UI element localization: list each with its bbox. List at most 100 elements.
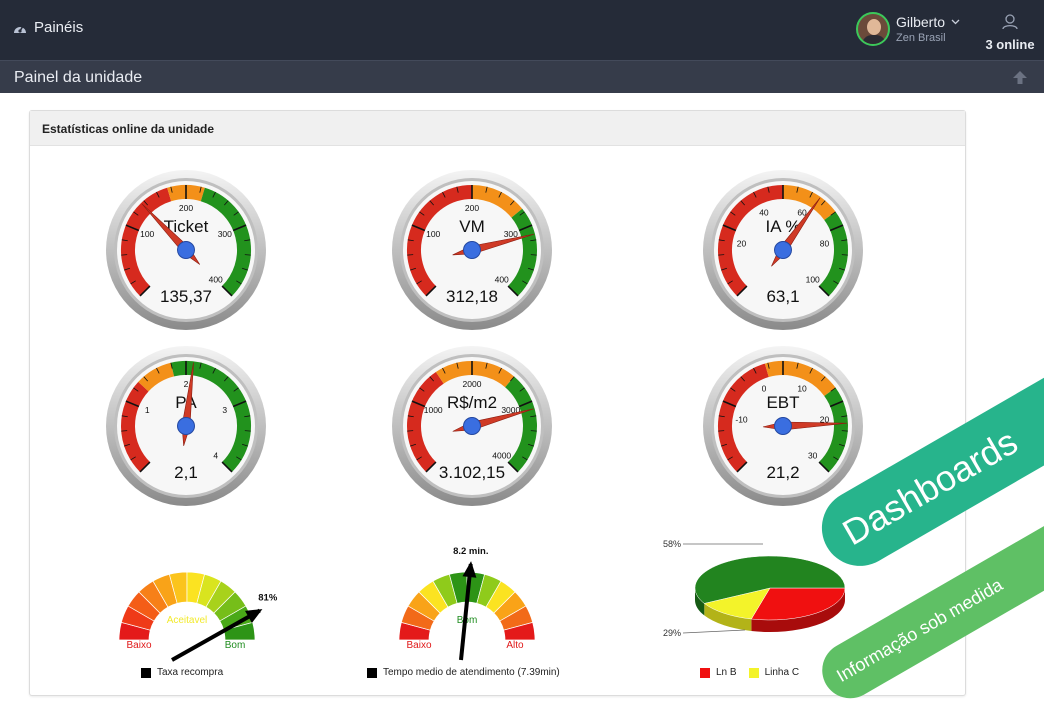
gauge-tick bbox=[416, 280, 422, 285]
gauge-tick bbox=[838, 443, 845, 447]
gauge-label: R$/m2 bbox=[447, 393, 497, 412]
gauge-tick-label: 200 bbox=[179, 203, 193, 213]
gauge-tick bbox=[519, 387, 525, 392]
gauge-tick bbox=[796, 186, 799, 193]
gauge-band bbox=[435, 361, 515, 388]
pie-slice bbox=[703, 587, 771, 620]
gauge-tick bbox=[809, 191, 813, 198]
gauge-tick bbox=[721, 443, 728, 447]
gauge-tick bbox=[130, 456, 136, 461]
gauge-tick bbox=[818, 285, 830, 297]
semi-gauge-arrowhead bbox=[462, 561, 477, 578]
avatar bbox=[856, 12, 890, 46]
gauge-tick-label: 100 bbox=[426, 229, 440, 239]
online-users[interactable]: 3 online bbox=[982, 14, 1038, 52]
gauge-hub bbox=[774, 241, 792, 259]
gauge-tick-label: -10 bbox=[735, 414, 748, 424]
gauge-tick-label: 3000 bbox=[501, 405, 520, 415]
gauge-tick bbox=[510, 376, 515, 382]
user-company: Zen Brasil bbox=[896, 31, 946, 44]
gauge-tick bbox=[244, 239, 251, 242]
legend-tempo: Tempo medio de atendimento (7.39min) bbox=[367, 667, 560, 678]
gauge-tick bbox=[442, 191, 446, 198]
gauge-hub bbox=[463, 417, 481, 435]
gauge-tick bbox=[498, 191, 502, 198]
gauge-hub bbox=[463, 241, 481, 259]
gauge-label: VM bbox=[459, 217, 485, 236]
scroll-top-button[interactable] bbox=[1012, 70, 1028, 90]
gauge-tick bbox=[767, 186, 770, 193]
gauge-tick bbox=[410, 443, 417, 447]
gauge-tick bbox=[809, 367, 813, 374]
gauge-tick bbox=[522, 280, 528, 285]
gauge-tick bbox=[236, 456, 242, 461]
gauge-tick bbox=[838, 267, 845, 271]
gauge-band bbox=[718, 363, 770, 472]
gauge-tick bbox=[212, 191, 216, 198]
gauge-rsm2: 1000 2000 3000 4000 R$/m2 3.102,15 bbox=[391, 345, 553, 507]
gauge-tick bbox=[736, 461, 748, 473]
gauge-tick bbox=[833, 280, 839, 285]
gauge-tick bbox=[233, 387, 239, 392]
gauge-tick bbox=[121, 239, 128, 242]
gauge-tick-label: 4 bbox=[213, 451, 218, 461]
gauge-tick bbox=[727, 456, 733, 461]
gauge-tick bbox=[721, 267, 728, 271]
gauge-band bbox=[138, 362, 175, 392]
gauge-value: 312,18 bbox=[446, 287, 498, 306]
user-menu[interactable]: Gilberto Zen Brasil bbox=[856, 12, 960, 46]
legend-swatch bbox=[141, 667, 151, 678]
gauge-tick bbox=[507, 461, 519, 473]
gauge-tick-label: 2000 bbox=[463, 379, 482, 389]
gauge-value: 63,1 bbox=[766, 287, 799, 306]
gauge-tick bbox=[224, 376, 229, 382]
gauge-tick bbox=[133, 387, 139, 392]
legend-label-ln-b: Ln B bbox=[716, 667, 737, 678]
brand-link[interactable]: Painéis bbox=[12, 19, 83, 36]
gauge-tick bbox=[121, 415, 128, 418]
semi-gauge-value: 81% bbox=[258, 593, 278, 604]
gauge-tick bbox=[139, 285, 151, 297]
gauge-tick-label: 0 bbox=[762, 384, 767, 394]
gauge-tick bbox=[522, 456, 528, 461]
gauge-tick bbox=[718, 415, 725, 418]
gauge-tick bbox=[199, 362, 202, 369]
gauge-tick bbox=[821, 376, 826, 382]
gauge-tick bbox=[221, 461, 233, 473]
gauge-tick bbox=[410, 267, 417, 271]
gauge-tick-label: 2 bbox=[184, 379, 189, 389]
gauge-tick bbox=[530, 415, 537, 418]
gauge-tick bbox=[224, 200, 229, 206]
gauge-tick-label: 100 bbox=[140, 229, 154, 239]
gauge-tick bbox=[156, 367, 160, 374]
gauge-tick-label: 300 bbox=[218, 229, 232, 239]
gauge-tick bbox=[124, 267, 131, 271]
gauge-value: 2,1 bbox=[174, 463, 198, 482]
gauge-value: 21,2 bbox=[766, 463, 799, 482]
gauge-hub bbox=[177, 241, 195, 259]
gauge-tick bbox=[139, 461, 151, 473]
gauge-tick bbox=[718, 239, 725, 242]
user-outline-icon bbox=[1002, 14, 1018, 30]
gauge-tick bbox=[425, 285, 437, 297]
gauge-band bbox=[818, 211, 848, 296]
gauge-tick bbox=[156, 191, 160, 198]
gauge-tick bbox=[753, 367, 757, 374]
gauge-tick-label: 4000 bbox=[492, 451, 511, 461]
gauge-tick bbox=[829, 400, 844, 408]
gauge-tick bbox=[124, 443, 131, 447]
gauge-label: IA % bbox=[766, 217, 801, 236]
gauge-tick bbox=[753, 191, 757, 198]
gauge-tick bbox=[232, 224, 247, 232]
gauge-tick bbox=[130, 280, 136, 285]
legend-label-linha-c: Linha C bbox=[764, 667, 800, 678]
gauge-tick bbox=[796, 362, 799, 369]
gauge-tick bbox=[830, 211, 836, 216]
gauge-tick bbox=[236, 280, 242, 285]
gauge-tick bbox=[125, 224, 140, 232]
gauge-value: 135,37 bbox=[160, 287, 212, 306]
gauge-tick bbox=[740, 200, 745, 206]
user-name: Gilberto bbox=[896, 13, 946, 30]
gauge-tick-label: 300 bbox=[504, 229, 518, 239]
top-navbar: Painéis Gilberto Zen Brasil 3 online bbox=[0, 0, 1044, 60]
